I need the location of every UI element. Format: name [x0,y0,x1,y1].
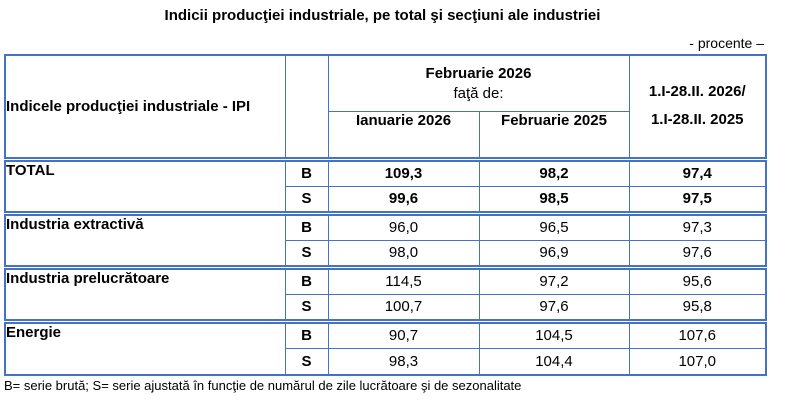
value-cell: 98,3 [327,347,480,376]
value-cell: 107,0 [628,347,767,376]
table-row: S 98,3 104,4 107,0 [5,347,767,376]
header-series-column [284,54,329,160]
value-cell: 107,6 [628,318,767,349]
value-cell: 99,6 [327,185,480,214]
value-cell: 98,5 [478,185,630,214]
series-cell: B [284,318,329,349]
table-row: S 100,7 97,6 95,8 [5,293,767,322]
unit-note: - procente – [689,35,764,51]
series-cell: B [284,264,329,295]
value-cell: 97,2 [478,264,630,295]
table-row: S 98,0 96,9 97,6 [5,239,767,268]
header-ianuarie-2026: Ianuarie 2026 [327,110,480,160]
row-label-cell: Industria extractivă [4,210,286,268]
table-row: Industria extractivă B 96,0 96,5 97,3 [4,210,767,268]
value-cell: 97,6 [478,293,630,322]
value-cell: 98,2 [478,156,630,187]
series-cell: B [284,210,329,241]
page-title: Indicii producţiei industriale, pe total… [164,7,601,24]
series-cell: S [284,347,329,376]
value-cell: 90,7 [327,318,480,349]
table-row: Energie B 90,7 104,5 107,6 [4,318,767,376]
value-cell: 96,0 [327,210,480,241]
header-group: Februarie 2026 faţă de: [327,54,630,112]
header-februarie-2025: Februarie 2025 [478,110,630,160]
footnote: B= serie brută; S= serie ajustată în fun… [4,378,522,393]
value-cell: 114,5 [327,264,480,295]
value-cell: 104,4 [478,347,630,376]
table-row: Industria prelucrătoare B 114,5 97,2 95,… [4,264,767,322]
header-ipi-label: Indicele producţiei industriale - IPI [4,54,286,160]
header-row-sub: Ianuarie 2026 Februarie 2025 [5,110,766,160]
value-cell: 97,3 [628,210,767,241]
value-cell: 96,5 [478,210,630,241]
series-cell: S [284,239,329,268]
ipi-table: Indicele producţiei industriale - IPI Fe… [4,54,767,376]
row-label-cell: Industria prelucrătoare [4,264,286,322]
value-cell: 109,3 [327,156,480,187]
row-label-cell: Energie [4,318,286,376]
value-cell: 104,5 [478,318,630,349]
header-group-month: Februarie 2026 [425,64,532,82]
series-cell: B [284,156,329,187]
value-cell: 97,6 [628,239,767,268]
row-label-cell: TOTAL [4,156,286,214]
header-cumulative-period: 1.I-28.II. 2026/ 1.I-28.II. 2025 [628,54,767,160]
value-cell: 96,9 [478,239,630,268]
header-row-top: Indicele producţiei industriale - IPI Fe… [4,54,767,160]
value-cell: 97,4 [628,156,767,187]
series-cell: S [284,185,329,214]
table-row: TOTAL B 109,3 98,2 97,4 [4,156,767,214]
header-period-line2: 1.I-28.II. 2025 [650,111,744,129]
value-cell: 97,5 [628,185,767,214]
value-cell: 95,6 [628,264,767,295]
series-cell: S [284,293,329,322]
header-group-compared-to: faţă de: [453,84,504,102]
value-cell: 98,0 [327,239,480,268]
header-period-line1: 1.I-28.II. 2026/ [648,82,746,100]
value-cell: 95,8 [628,293,767,322]
value-cell: 100,7 [327,293,480,322]
